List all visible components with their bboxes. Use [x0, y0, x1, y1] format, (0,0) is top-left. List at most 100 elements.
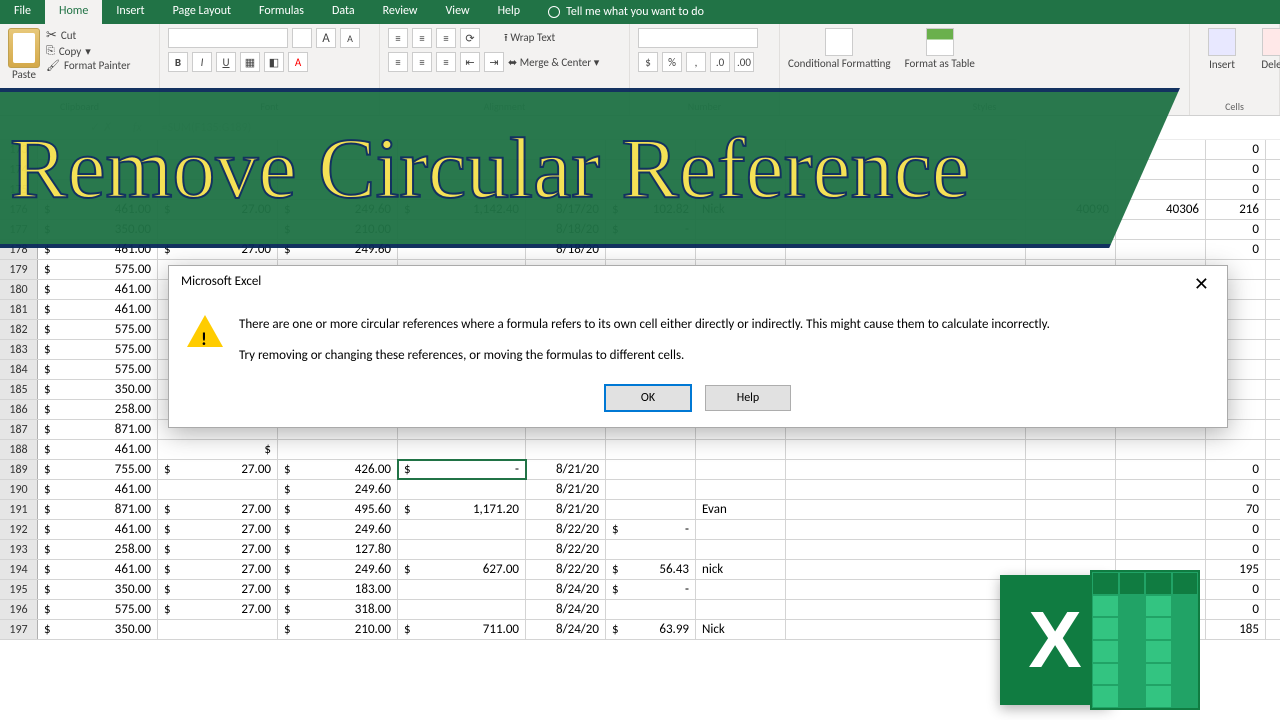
cell[interactable]: $127.80	[278, 540, 398, 559]
cell[interactable]: nick	[696, 560, 786, 579]
cell[interactable]: $350.00	[38, 620, 158, 639]
cell[interactable]	[786, 560, 1026, 579]
cell[interactable]	[786, 500, 1026, 519]
cell[interactable]	[606, 480, 696, 499]
cell[interactable]	[606, 460, 696, 479]
cell[interactable]: $27.00	[158, 600, 278, 619]
dialog-help-button[interactable]: Help	[705, 385, 791, 411]
row-header[interactable]: 186	[0, 400, 38, 419]
format-painter-button[interactable]: 🖌Format Painter	[46, 59, 130, 72]
cell[interactable]	[1026, 520, 1116, 539]
cell[interactable]: $1,171.20	[398, 500, 526, 519]
cell[interactable]	[1116, 480, 1206, 499]
cell[interactable]	[1116, 220, 1206, 239]
cell[interactable]: $461.00	[38, 280, 158, 299]
cell[interactable]: 195	[1206, 560, 1266, 579]
cell[interactable]: $-	[398, 460, 526, 479]
cell[interactable]: $27.00	[158, 520, 278, 539]
fill-color-button[interactable]: ◧	[264, 52, 284, 72]
cell[interactable]	[786, 440, 1026, 459]
row-header[interactable]: 179	[0, 260, 38, 279]
cell[interactable]	[158, 620, 278, 639]
cell[interactable]	[1026, 500, 1116, 519]
cell[interactable]: 0	[1206, 520, 1266, 539]
cell[interactable]: $-	[606, 580, 696, 599]
cell[interactable]	[786, 540, 1026, 559]
cell[interactable]: 0	[1206, 580, 1266, 599]
cell[interactable]: $871.00	[38, 500, 158, 519]
tab-page-layout[interactable]: Page Layout	[159, 0, 245, 24]
cell[interactable]	[606, 440, 696, 459]
cell[interactable]	[526, 440, 606, 459]
table-row[interactable]: 191$871.00$27.00$495.60$1,171.208/21/20E…	[0, 500, 1280, 520]
cell[interactable]: $27.00	[158, 500, 278, 519]
cell[interactable]: 8/22/20	[526, 520, 606, 539]
cell[interactable]: $249.60	[278, 560, 398, 579]
tab-help[interactable]: Help	[484, 0, 535, 24]
cell[interactable]: 216	[1206, 200, 1266, 219]
cell[interactable]: $461.00	[38, 440, 158, 459]
format-as-table-button[interactable]: Format as Table	[905, 28, 975, 70]
cell[interactable]: $575.00	[38, 340, 158, 359]
cell[interactable]: 0	[1206, 180, 1266, 199]
number-format-dropdown[interactable]	[638, 28, 758, 48]
align-right-button[interactable]: ≡	[436, 52, 456, 72]
cell[interactable]: $575.00	[38, 360, 158, 379]
merge-center-button[interactable]: ⬌ Merge & Center ▾	[508, 56, 599, 69]
cell[interactable]	[786, 600, 1026, 619]
cell[interactable]: 0	[1206, 240, 1266, 259]
cell[interactable]: $871.00	[38, 420, 158, 439]
cell[interactable]: 0	[1206, 220, 1266, 239]
cell[interactable]	[398, 440, 526, 459]
cell[interactable]: $258.00	[38, 540, 158, 559]
cell[interactable]: $350.00	[38, 580, 158, 599]
row-header[interactable]: 180	[0, 280, 38, 299]
cell[interactable]	[1206, 440, 1266, 459]
cell[interactable]: $627.00	[398, 560, 526, 579]
row-header[interactable]: 190	[0, 480, 38, 499]
cell[interactable]	[786, 580, 1026, 599]
cut-button[interactable]: ✂Cut	[46, 28, 130, 43]
row-header[interactable]: 197	[0, 620, 38, 639]
cell[interactable]	[1116, 540, 1206, 559]
tab-formulas[interactable]: Formulas	[245, 0, 318, 24]
cell[interactable]: $249.60	[278, 480, 398, 499]
cell[interactable]: 8/22/20	[526, 560, 606, 579]
tab-review[interactable]: Review	[369, 0, 432, 24]
tab-data[interactable]: Data	[318, 0, 369, 24]
dialog-close-button[interactable]: ✕	[1188, 274, 1215, 295]
row-header[interactable]: 187	[0, 420, 38, 439]
row-header[interactable]: 182	[0, 320, 38, 339]
cell[interactable]: $	[158, 440, 278, 459]
cell[interactable]	[1026, 540, 1116, 559]
cell[interactable]: 40306	[1116, 200, 1206, 219]
cell[interactable]: $249.60	[278, 520, 398, 539]
paste-icon[interactable]	[8, 28, 40, 68]
cell[interactable]	[1026, 480, 1116, 499]
cell[interactable]	[786, 620, 1026, 639]
cell[interactable]: 0	[1206, 600, 1266, 619]
cell[interactable]: Evan	[696, 500, 786, 519]
dec-decimal-button[interactable]: .00	[734, 52, 754, 72]
row-header[interactable]: 194	[0, 560, 38, 579]
cell[interactable]	[398, 600, 526, 619]
cell[interactable]: $27.00	[158, 560, 278, 579]
row-header[interactable]: 183	[0, 340, 38, 359]
wrap-text-button[interactable]: ⭱ Wrap Text	[504, 29, 555, 48]
cell[interactable]: 0	[1206, 480, 1266, 499]
align-center-button[interactable]: ≡	[412, 52, 432, 72]
cell[interactable]: $183.00	[278, 580, 398, 599]
cell[interactable]: $461.00	[38, 520, 158, 539]
indent-dec-button[interactable]: ⇤	[460, 52, 480, 72]
tell-me-search[interactable]: Tell me what you want to do	[534, 0, 718, 24]
italic-button[interactable]: I	[192, 52, 212, 72]
table-row[interactable]: 193$258.00$27.00$127.808/22/200	[0, 540, 1280, 560]
orientation-button[interactable]: ⟳	[460, 28, 480, 48]
cell[interactable]: $27.00	[158, 580, 278, 599]
cell[interactable]	[786, 480, 1026, 499]
cell[interactable]	[1116, 460, 1206, 479]
font-name-dropdown[interactable]	[168, 28, 288, 48]
inc-decimal-button[interactable]: .0	[710, 52, 730, 72]
cell[interactable]: 0	[1206, 160, 1266, 179]
cell[interactable]: $63.99	[606, 620, 696, 639]
